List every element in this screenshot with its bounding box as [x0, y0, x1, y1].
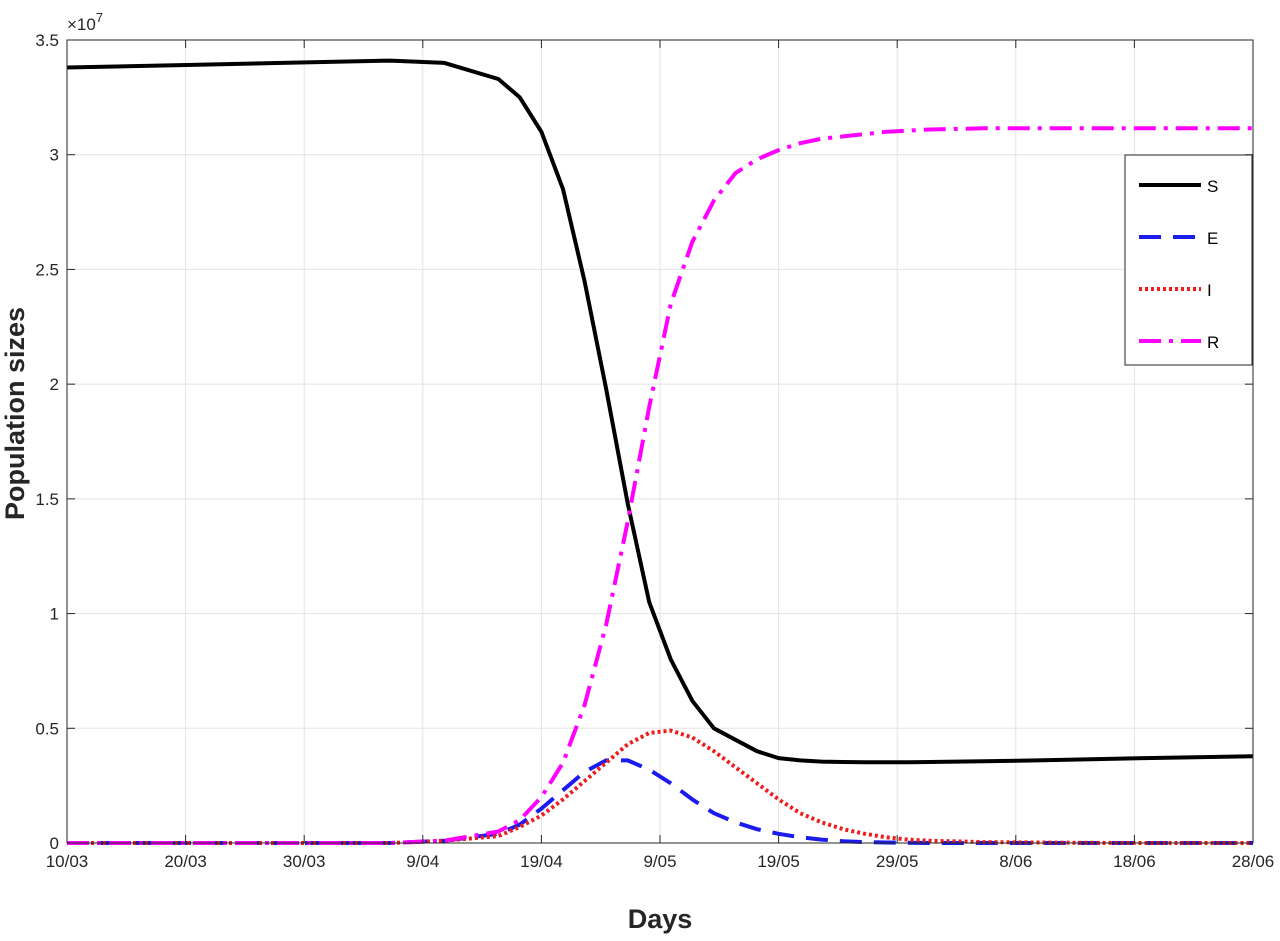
y-multiplier-base: ×10 — [67, 15, 96, 34]
legend-label-e: E — [1207, 229, 1218, 248]
legend-label-i: I — [1207, 281, 1212, 300]
series-line-s — [66, 58, 1254, 765]
y-tick-label: 0 — [50, 834, 59, 853]
y-tick-label: 2 — [50, 375, 59, 394]
grid-layer — [66, 39, 1254, 844]
x-tick-label: 19/05 — [757, 852, 800, 871]
x-tick-label: 19/04 — [520, 852, 563, 871]
y-tick-label: 3.5 — [35, 31, 59, 50]
y-multiplier-exponent: 7 — [96, 10, 103, 25]
y-tick-label: 1 — [50, 605, 59, 624]
y-tick-label: 2.5 — [35, 260, 59, 279]
y-tick-labels: 0 0.5 1 1.5 2 2.5 3 3.5 — [35, 31, 59, 853]
x-tick-label: 18/06 — [1113, 852, 1156, 871]
x-tick-label: 30/03 — [283, 852, 326, 871]
x-tick-label: 20/03 — [164, 852, 207, 871]
x-tick-labels: 10/03 20/03 30/03 9/04 19/04 9/05 19/05 29/05 8/… — [46, 852, 1275, 871]
x-tick-label: 9/05 — [643, 852, 676, 871]
y-tick-label: 1.5 — [35, 490, 59, 509]
series-line-i — [67, 728, 1253, 845]
axis-ticks — [66, 39, 1254, 844]
legend-label-r: R — [1207, 333, 1219, 352]
x-tick-label: 9/04 — [406, 852, 439, 871]
x-tick-label: 8/06 — [999, 852, 1032, 871]
x-axis-title: Days — [628, 904, 693, 934]
y-axis-multiplier: ×107 — [67, 10, 103, 34]
x-tick-label: 10/03 — [46, 852, 89, 871]
y-axis-title: Population sizes — [0, 307, 30, 520]
x-tick-label: 29/05 — [876, 852, 919, 871]
legend-box — [1124, 154, 1253, 366]
x-tick-label: 28/06 — [1232, 852, 1275, 871]
series-line-r — [67, 126, 1253, 845]
y-tick-label: 3 — [50, 146, 59, 165]
legend-label-s: S — [1207, 177, 1218, 196]
legend: S E I R — [1124, 154, 1253, 366]
y-tick-label: 0.5 — [35, 719, 59, 738]
